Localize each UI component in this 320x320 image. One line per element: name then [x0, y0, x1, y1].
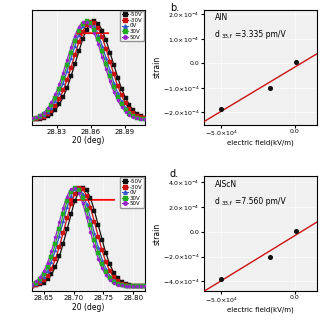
Text: 33,f: 33,f [221, 200, 232, 205]
Legend: -50V, -30V, 0V, 30V, 50V: -50V, -30V, 0V, 30V, 50V [120, 11, 144, 41]
Text: d: d [215, 197, 220, 206]
X-axis label: electric field(kV/m): electric field(kV/m) [227, 306, 294, 313]
Point [219, 106, 224, 111]
Text: AlScN: AlScN [215, 180, 237, 189]
Text: =7.560 pm/V: =7.560 pm/V [236, 197, 286, 206]
X-axis label: 20 (deg): 20 (deg) [72, 136, 105, 145]
Point [268, 254, 273, 259]
X-axis label: 20 (deg): 20 (deg) [72, 303, 105, 312]
Legend: -50V, -30V, 0V, 30V, 50V: -50V, -30V, 0V, 30V, 50V [120, 177, 144, 208]
Text: d: d [215, 30, 220, 39]
Text: b.: b. [170, 3, 179, 13]
Text: 33,f: 33,f [221, 34, 232, 39]
Point [294, 60, 299, 65]
Point [268, 86, 273, 91]
X-axis label: electric field(kV/m): electric field(kV/m) [227, 140, 294, 146]
Text: =3.335 pm/V: =3.335 pm/V [236, 30, 286, 39]
Y-axis label: strain: strain [153, 223, 162, 245]
Y-axis label: strain: strain [153, 56, 162, 78]
Point [293, 229, 298, 234]
Text: AlN: AlN [215, 13, 228, 22]
Text: d.: d. [170, 169, 179, 180]
Point [219, 276, 224, 281]
